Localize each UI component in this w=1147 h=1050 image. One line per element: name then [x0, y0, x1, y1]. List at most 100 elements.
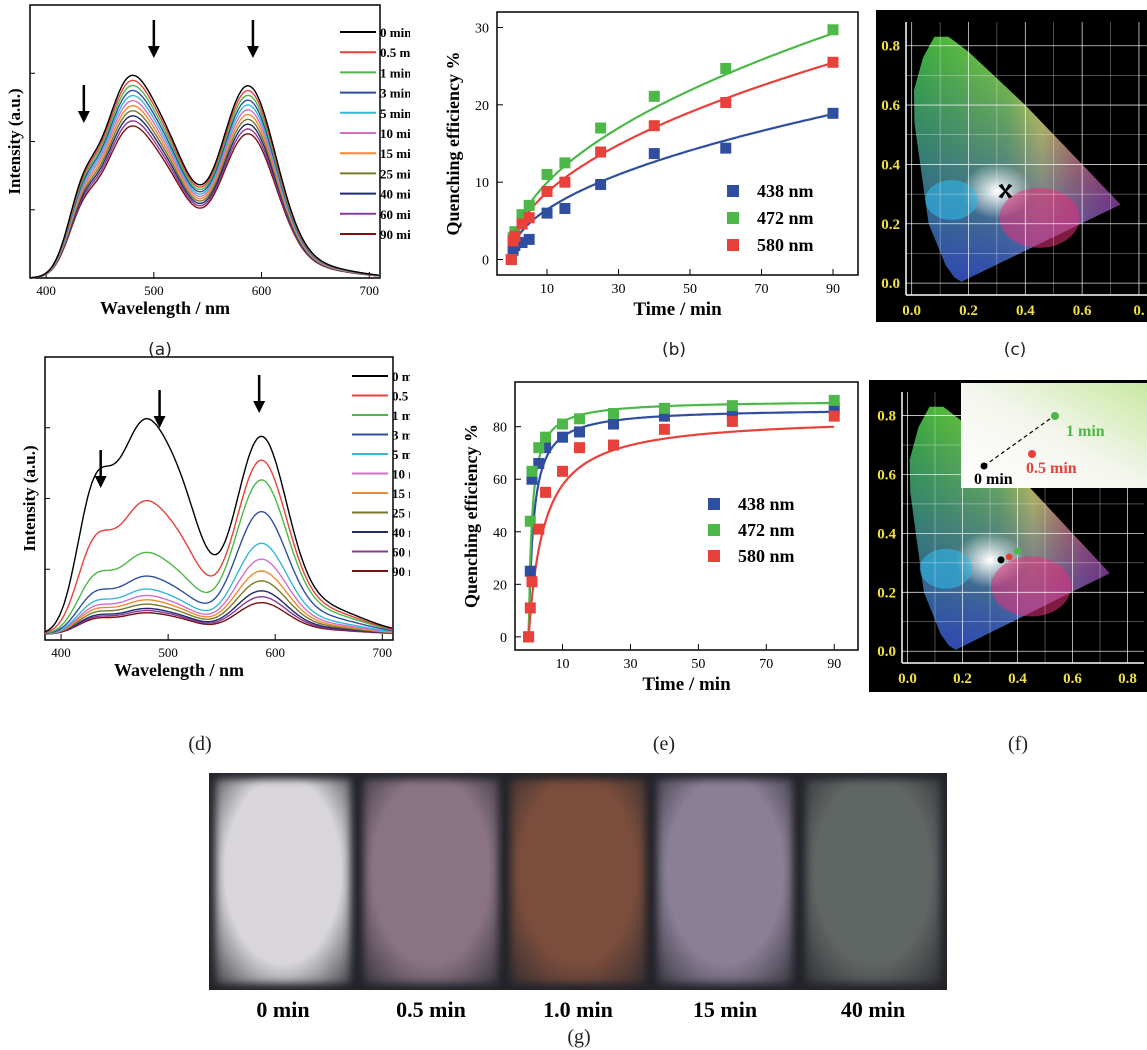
- data-point: [559, 157, 571, 169]
- panel-label-c: (c): [1003, 340, 1027, 360]
- data-point: [648, 120, 660, 132]
- panel-label-g: (g): [567, 1026, 591, 1048]
- data-point: [516, 237, 528, 249]
- data-point: [523, 631, 535, 643]
- spectrum-line-0-5-min: [44, 459, 393, 634]
- x-tick-label: 0.8: [1118, 671, 1137, 687]
- chart-e: 10 30 50 70 90 0 20 40 60 80 Time / min Quenching e…: [461, 381, 859, 695]
- data-point: [828, 394, 840, 406]
- photo-caption: 1.0 min: [543, 997, 613, 1022]
- fit-curve-580-nm: [527, 425, 835, 637]
- legend-label: 40 min: [380, 187, 410, 202]
- chart-c-cie: 0.0 0.2 0.4 0.6 0.8 0.0 0.2 0.4 0.6 0.: [876, 10, 1147, 322]
- y-tick-label: 0.2: [881, 217, 900, 233]
- y-tick-label: 0.4: [877, 526, 896, 542]
- y-tick-label: 20: [475, 99, 489, 114]
- y-tick-label: 80: [493, 421, 507, 436]
- legend-label: 1 min: [392, 408, 410, 423]
- y-axis-label: Quenching efficiency %: [461, 424, 481, 608]
- data-point: [526, 465, 538, 477]
- photo-sample: [209, 773, 357, 990]
- cie-magenta: [999, 187, 1080, 248]
- y-axis-label: Quenching efficiency %: [443, 52, 463, 236]
- panel-label-e: (e): [652, 733, 676, 755]
- data-point: [559, 176, 571, 188]
- cie-cyan: [925, 180, 978, 221]
- legend-label: 5 min: [392, 447, 410, 462]
- arrow-head: [253, 401, 266, 413]
- data-point: [827, 107, 839, 119]
- legend-swatch: [708, 498, 720, 510]
- chromaticity-point: [1005, 553, 1013, 561]
- x-tick-label: 50: [691, 657, 705, 672]
- data-point: [827, 56, 839, 68]
- data-point: [658, 423, 670, 435]
- data-point: [658, 410, 670, 422]
- fit-curve-438-nm: [510, 113, 834, 260]
- spectrum-line-25-min: [44, 580, 392, 635]
- legend-label: 438 nm: [738, 494, 795, 514]
- data-point: [523, 233, 535, 245]
- x-tick-label: 400: [51, 645, 71, 660]
- x-axis-label: Time / min: [633, 299, 722, 320]
- x-tick-label: 0.2: [959, 303, 978, 319]
- legend-label: 25 min: [380, 166, 410, 181]
- data-point: [607, 439, 619, 451]
- spectrum-line-60-min: [44, 595, 392, 635]
- panel-label-d: (d): [188, 733, 212, 755]
- y-tick-label: 0: [482, 254, 489, 269]
- photo-caption: 0 min: [256, 997, 310, 1022]
- arrow-head: [246, 46, 259, 58]
- x-tick-label: 0.0: [898, 671, 917, 687]
- panel-label-f: (f): [1008, 733, 1028, 755]
- y-tick-label: 0.4: [881, 157, 900, 173]
- data-point: [524, 565, 536, 577]
- legend-swatch: [727, 239, 739, 251]
- x-tick-label: 70: [754, 282, 768, 297]
- legend-label: 15 min: [392, 486, 410, 501]
- legend-label: 60 min: [380, 207, 410, 222]
- x-axis-label: Wavelength / nm: [114, 660, 244, 680]
- data-point: [574, 426, 586, 438]
- x-tick-label: 0.6: [1063, 671, 1082, 687]
- spectrum-line-3-min: [44, 510, 392, 635]
- spectrum-line-0-5-min: [29, 79, 379, 279]
- y-tick-label: 60: [493, 473, 507, 488]
- legend-label: 0.5 min: [392, 389, 410, 404]
- data-point: [726, 415, 738, 427]
- x-tick-label: 30: [623, 657, 637, 672]
- x-tick-label: 500: [158, 645, 178, 660]
- legend-swatch: [708, 524, 720, 536]
- inset-point-1min: [1051, 412, 1059, 420]
- photo-caption: 0.5 min: [396, 997, 466, 1022]
- x-tick-label: 70: [759, 657, 773, 672]
- data-point: [540, 431, 552, 443]
- arrow-head: [94, 476, 107, 488]
- x-tick-label: 600: [265, 645, 285, 660]
- arrow-head: [77, 111, 90, 123]
- legend-label: 580 nm: [757, 235, 814, 255]
- photo-caption: 40 min: [840, 997, 906, 1022]
- data-point: [516, 209, 528, 221]
- x-tick-label: 0.6: [1073, 303, 1092, 319]
- chart-d: 400 500 600 700 Wavelength / nm Intensity (a.…: [20, 356, 410, 680]
- legend-label: 60 min: [392, 545, 410, 560]
- inset-label-1min: 1 min: [1066, 423, 1105, 440]
- legend-label: 3 min: [380, 86, 410, 101]
- x-tick-label: 10: [556, 657, 570, 672]
- x-tick-label: 700: [359, 283, 379, 298]
- inset-zoom: [961, 383, 1147, 488]
- legend-label: 0 min: [392, 369, 410, 384]
- data-point: [541, 168, 553, 180]
- x-tick-label: 0.2: [953, 671, 972, 687]
- legend-label: 90 min: [392, 564, 410, 579]
- y-axis-label: Intensity (a.u.): [20, 445, 39, 551]
- data-point: [557, 465, 569, 477]
- photo-caption: 15 min: [692, 997, 758, 1022]
- legend-label: 15 min: [380, 146, 410, 161]
- legend-label: 5 min: [380, 106, 410, 121]
- y-tick-label: 0.8: [881, 39, 900, 55]
- legend-label: 580 nm: [738, 546, 795, 566]
- legend-label: 10 min: [392, 467, 410, 482]
- data-point: [827, 24, 839, 36]
